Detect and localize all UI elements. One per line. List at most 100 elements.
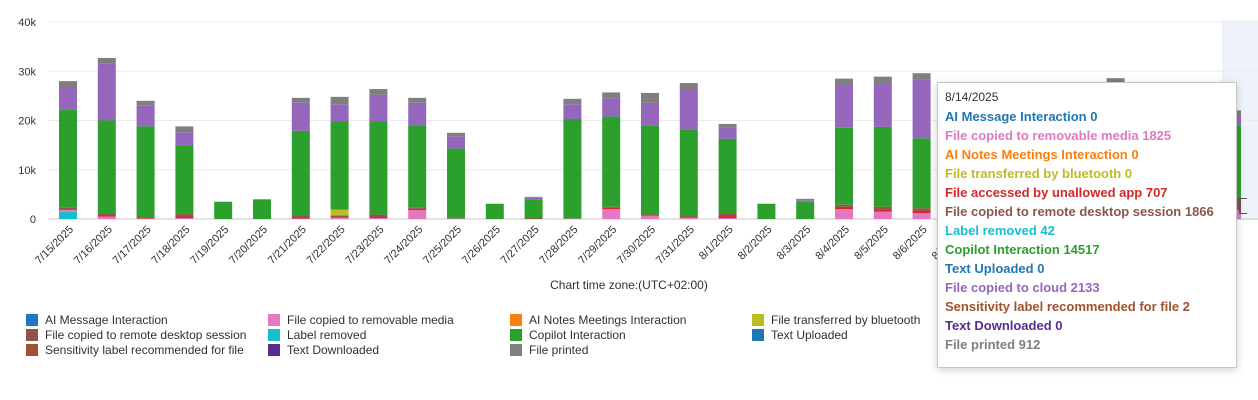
bar-segment[interactable] — [718, 127, 737, 139]
bar-segment[interactable] — [912, 73, 931, 80]
bar-segment[interactable] — [291, 97, 310, 103]
bar-segment[interactable] — [330, 215, 349, 218]
bar-segment[interactable] — [912, 213, 931, 219]
bar-segment[interactable] — [602, 98, 621, 117]
bar-segment[interactable] — [602, 206, 621, 208]
bar-segment[interactable] — [97, 63, 116, 121]
bar-segment[interactable] — [679, 216, 698, 218]
bar-segment[interactable] — [136, 105, 155, 127]
bar-segment[interactable] — [912, 79, 931, 139]
legend-item[interactable]: AI Notes Meetings Interaction — [510, 313, 686, 327]
bar-segment[interactable] — [524, 199, 543, 219]
legend-item[interactable]: Label removed — [268, 328, 366, 342]
bar-segment[interactable] — [175, 132, 194, 146]
bar-segment[interactable] — [214, 201, 233, 219]
bar-segment[interactable] — [602, 209, 621, 219]
legend-item[interactable]: Sensitivity label recommended for file — [26, 343, 244, 357]
bar-segment[interactable] — [408, 208, 427, 211]
bar-segment[interactable] — [796, 201, 815, 219]
bar-segment[interactable] — [563, 104, 582, 120]
bar-segment[interactable] — [136, 126, 155, 219]
bar-segment[interactable] — [59, 209, 77, 211]
bar-segment[interactable] — [369, 214, 388, 217]
bar-segment[interactable] — [873, 206, 892, 210]
bar-segment[interactable] — [330, 217, 349, 219]
bar-segment[interactable] — [718, 123, 737, 128]
bar-segment[interactable] — [679, 83, 698, 89]
legend-item[interactable]: Text Downloaded — [268, 343, 379, 357]
bar-segment[interactable] — [718, 213, 737, 217]
bar-segment[interactable] — [1106, 78, 1125, 86]
bar-segment[interactable] — [641, 92, 659, 103]
bar-segment[interactable] — [679, 217, 698, 219]
bar-segment[interactable] — [369, 216, 388, 219]
bar-segment[interactable] — [563, 119, 582, 219]
bar-segment[interactable] — [873, 76, 892, 85]
legend-item[interactable]: File transferred by bluetooth — [752, 313, 920, 327]
bar-segment[interactable] — [136, 100, 155, 106]
bar-segment[interactable] — [447, 132, 465, 137]
bar-segment[interactable] — [175, 218, 194, 219]
bar-segment[interactable] — [59, 207, 77, 210]
bar-segment[interactable] — [330, 209, 349, 216]
bar-segment[interactable] — [563, 98, 582, 105]
bar-segment[interactable] — [59, 87, 77, 110]
bar-segment[interactable] — [369, 94, 388, 122]
bar-segment[interactable] — [718, 216, 737, 219]
legend-item[interactable]: Text Uploaded — [752, 328, 848, 342]
bar-segment[interactable] — [602, 92, 621, 99]
bar-segment[interactable] — [59, 210, 77, 212]
bar-segment[interactable] — [291, 218, 310, 220]
bar-segment[interactable] — [835, 127, 853, 205]
bar-segment[interactable] — [641, 125, 659, 215]
bar-segment[interactable] — [835, 204, 853, 207]
bar-segment[interactable] — [447, 218, 465, 220]
bar-segment[interactable] — [835, 209, 853, 219]
bar-segment[interactable] — [369, 218, 388, 219]
bar-segment[interactable] — [291, 130, 310, 216]
bar-segment[interactable] — [873, 126, 892, 207]
bar-segment[interactable] — [524, 218, 543, 220]
bar-segment[interactable] — [369, 88, 388, 95]
bar-segment[interactable] — [253, 199, 271, 219]
legend-item[interactable]: File copied to removable media — [268, 313, 454, 327]
bar-segment[interactable] — [524, 197, 543, 200]
bar-segment[interactable] — [835, 84, 853, 128]
bar-segment[interactable] — [679, 129, 698, 217]
bar-segment[interactable] — [602, 207, 621, 210]
bar-segment[interactable] — [59, 211, 77, 219]
bar-segment[interactable] — [408, 207, 427, 209]
bar-segment[interactable] — [136, 218, 155, 220]
bar-segment[interactable] — [835, 206, 853, 210]
bar-segment[interactable] — [330, 96, 349, 105]
bar-segment[interactable] — [641, 102, 659, 126]
bar-segment[interactable] — [330, 104, 349, 122]
bar-segment[interactable] — [291, 215, 310, 218]
bar-segment[interactable] — [873, 84, 892, 127]
bar-segment[interactable] — [175, 145, 194, 215]
bar-segment[interactable] — [175, 214, 194, 217]
bar-segment[interactable] — [796, 198, 815, 201]
bar-segment[interactable] — [97, 120, 116, 214]
bar-segment[interactable] — [873, 211, 892, 219]
bar-segment[interactable] — [408, 97, 427, 103]
bar-segment[interactable] — [97, 213, 116, 216]
bar-segment[interactable] — [408, 210, 427, 219]
bar-segment[interactable] — [873, 209, 892, 212]
legend-item[interactable]: Copilot Interaction — [510, 328, 626, 342]
bar-segment[interactable] — [97, 216, 116, 219]
bar-segment[interactable] — [175, 216, 194, 219]
bar-segment[interactable] — [524, 196, 543, 198]
bar-segment[interactable] — [602, 116, 621, 207]
bar-segment[interactable] — [679, 88, 698, 130]
legend-item[interactable]: File copied to remote desktop session — [26, 328, 246, 342]
bar-segment[interactable] — [97, 215, 116, 217]
bar-segment[interactable] — [291, 217, 310, 219]
bar-segment[interactable] — [912, 208, 931, 211]
bar-segment[interactable] — [330, 121, 349, 210]
legend-item[interactable]: File printed — [510, 343, 588, 357]
bar-segment[interactable] — [136, 218, 155, 219]
bar-segment[interactable] — [408, 125, 427, 208]
bar-segment[interactable] — [641, 214, 659, 216]
bar-segment[interactable] — [447, 148, 465, 219]
